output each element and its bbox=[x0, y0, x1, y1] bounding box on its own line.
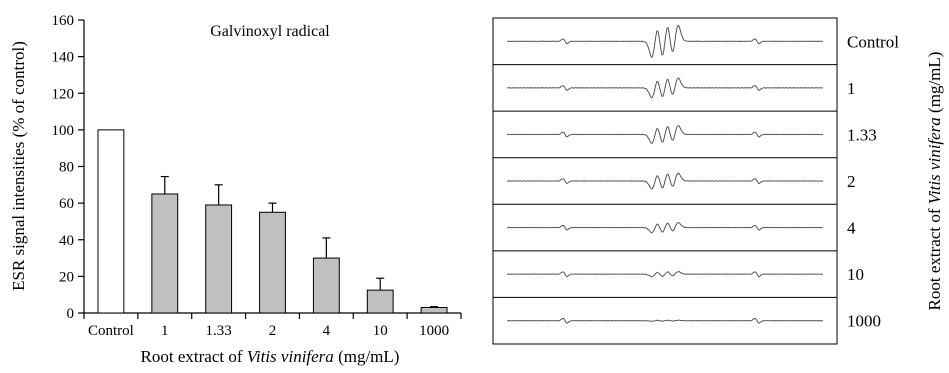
esr-spectra: Control 1 1.33 2 4 10 1000 Root extract of Vit… bbox=[492, 17, 944, 345]
y-tick-label: 100 bbox=[52, 123, 75, 139]
panel-label: 2 bbox=[847, 172, 856, 191]
y-tick-label: 60 bbox=[59, 196, 74, 212]
x-tick-label: 4 bbox=[323, 323, 331, 339]
y-tick-label: 40 bbox=[59, 233, 74, 249]
bar bbox=[151, 193, 179, 314]
spectra-frame bbox=[492, 17, 838, 345]
side-label-prefix: Root extract of bbox=[925, 204, 944, 310]
chart-title: Galvinoxyl radical bbox=[210, 23, 330, 40]
y-tick-label: 160 bbox=[52, 13, 75, 29]
bars bbox=[97, 129, 448, 314]
esr-spectrum bbox=[506, 271, 824, 278]
y-ticks: 0 20 40 60 80 100 120 140 160 bbox=[52, 13, 84, 322]
x-tick-label: 10 bbox=[373, 323, 388, 339]
panel-label: Control bbox=[847, 32, 899, 51]
x-tick-label: 1 bbox=[161, 323, 169, 339]
esr-spectrum bbox=[506, 317, 824, 324]
panel-label: 1000 bbox=[847, 312, 881, 331]
esr-spectrum bbox=[506, 77, 824, 99]
panel-label: 1.33 bbox=[847, 125, 877, 144]
x-axis-title-unit: (mg/mL) bbox=[334, 347, 400, 366]
y-tick-label: 140 bbox=[52, 50, 75, 66]
panel-label: 1 bbox=[847, 79, 856, 98]
panel-label: 10 bbox=[847, 265, 864, 284]
x-axis-title: Root extract of Vitis vinifera (mg/mL) bbox=[141, 347, 400, 366]
x-tick-label: 2 bbox=[269, 323, 277, 339]
y-tick-label: 0 bbox=[67, 306, 75, 322]
bar-chart: Galvinoxyl radical 0 20 40 60 80 100 120 140 160… bbox=[9, 13, 462, 366]
bar bbox=[366, 289, 394, 314]
x-tick-label: Control bbox=[88, 323, 134, 339]
bar bbox=[97, 129, 125, 314]
spectra-side-label: Root extract of Vitis vinifera (mg/mL) bbox=[925, 52, 944, 311]
spectra-panels: Control 1 1.33 2 4 10 1000 bbox=[493, 24, 899, 331]
side-label-species: Vitis vinifera bbox=[925, 117, 944, 204]
esr-spectrum bbox=[506, 125, 824, 145]
y-tick-label: 20 bbox=[59, 269, 74, 285]
x-ticks: Control 1 1.33 2 4 10 1000 bbox=[83, 313, 462, 339]
x-tick-label: 1000 bbox=[419, 323, 449, 339]
bar bbox=[312, 257, 340, 314]
side-label-unit: (mg/mL) bbox=[925, 52, 944, 118]
esr-spectrum bbox=[506, 172, 824, 190]
x-axis-title-species: Vitis vinifera bbox=[247, 347, 334, 366]
x-axis-title-prefix: Root extract of bbox=[141, 347, 247, 366]
x-tick-label: 1.33 bbox=[206, 323, 232, 339]
y-axis-title: ESR signal intensities (% of control) bbox=[9, 41, 28, 291]
bar bbox=[205, 204, 233, 314]
y-tick-label: 120 bbox=[52, 86, 75, 102]
y-tick-label: 80 bbox=[59, 160, 74, 176]
bar bbox=[259, 211, 286, 314]
esr-spectrum bbox=[506, 222, 824, 234]
panel-label: 4 bbox=[847, 219, 856, 238]
esr-spectrum bbox=[506, 24, 824, 59]
bar bbox=[420, 307, 448, 314]
